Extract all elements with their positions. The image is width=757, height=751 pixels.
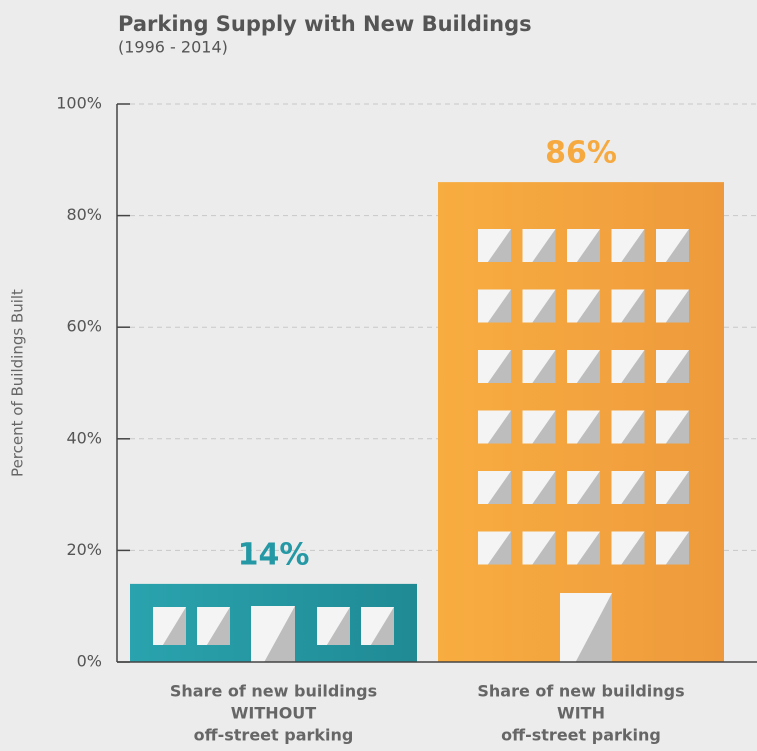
window-shade [487,229,511,262]
y-tick-label: 40% [66,428,102,447]
window-shade [665,350,689,383]
value-label: 86% [545,136,617,171]
x-tick-label: WITH [557,704,605,723]
window-shade [532,229,556,262]
chart-subtitle: (1996 - 2014) [118,38,228,57]
window-shade [370,607,394,645]
window-shade [576,410,600,444]
window-shade [576,471,600,504]
window-shade [621,471,645,504]
window-shade [532,289,556,323]
window-shade [665,410,689,444]
x-tick-label: Share of new buildings [170,682,377,701]
chart-title: Parking Supply with New Buildings [118,12,532,36]
x-tick-label: WITHOUT [231,704,317,723]
y-tick-label: 100% [56,94,102,113]
window-shade [576,289,600,323]
window-shade [487,531,511,565]
window-shade [532,531,556,565]
window-shade [264,606,295,662]
window-shade [621,229,645,262]
window-shade [621,410,645,444]
y-tick-label: 20% [66,540,102,559]
window-shade [206,607,230,645]
window-shade [576,229,600,262]
window-shade [532,350,556,383]
window-shade [487,471,511,504]
x-tick-label: off-street parking [194,726,354,745]
window-shade [487,410,511,444]
window-shade [326,607,350,645]
window-shade [575,593,612,662]
x-tick-label: off-street parking [501,726,661,745]
window-shade [487,289,511,323]
window-shade [532,410,556,444]
window-shade [665,531,689,565]
window-shade [665,289,689,323]
y-axis-label: Percent of Buildings Built [9,289,27,477]
window-shade [621,531,645,565]
window-shade [576,531,600,565]
window-shade [665,229,689,262]
y-tick-label: 60% [66,317,102,336]
window-shade [487,350,511,383]
value-label: 14% [238,537,310,572]
window-shade [621,289,645,323]
window-shade [162,607,186,645]
x-tick-label: Share of new buildings [477,682,684,701]
window-shade [532,471,556,504]
window-shade [665,471,689,504]
window-shade [621,350,645,383]
y-tick-label: 80% [66,205,102,224]
window-shade [576,350,600,383]
y-tick-label: 0% [77,652,102,671]
